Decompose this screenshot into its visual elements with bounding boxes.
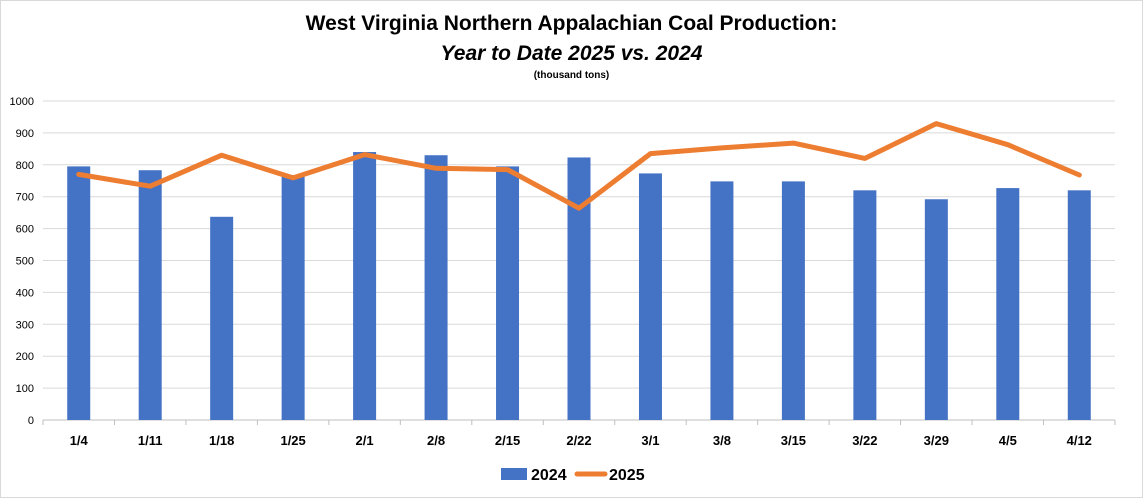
bar-2024-3/15	[781, 181, 805, 420]
x-tick-label: 1/18	[209, 433, 234, 448]
x-tick-label: 2/8	[427, 433, 445, 448]
x-tick-label: 3/15	[781, 433, 806, 448]
bar-2024-3/8	[710, 181, 734, 420]
y-tick-label: 900	[16, 128, 34, 140]
bar-2024-4/5	[996, 188, 1020, 420]
x-tick-label: 2/1	[356, 433, 374, 448]
x-tick-label: 4/12	[1067, 433, 1092, 448]
y-tick-label: 400	[16, 287, 34, 299]
legend-label-2025: 2025	[609, 467, 645, 484]
bar-2024-1/11	[138, 170, 162, 420]
y-tick-label: 200	[16, 351, 34, 363]
bar-2024-3/29	[924, 199, 948, 420]
y-tick-label: 700	[16, 192, 34, 204]
legend-label-2024: 2024	[531, 467, 567, 484]
x-tick-label: 1/4	[70, 433, 89, 448]
x-tick-label: 3/29	[924, 433, 949, 448]
x-tick-label: 1/11	[138, 433, 163, 448]
legend-swatch-2024	[501, 468, 527, 480]
bar-2024-2/22	[567, 157, 591, 420]
bar-2024-4/12	[1067, 190, 1091, 420]
bar-2024-1/25	[281, 175, 305, 420]
bar-2024-1/4	[67, 166, 91, 420]
bar-2024-1/18	[210, 216, 234, 420]
x-tick-label: 2/22	[566, 433, 591, 448]
y-tick-label: 300	[16, 319, 34, 331]
bar-2024-3/22	[853, 190, 877, 420]
y-tick-label: 600	[16, 224, 34, 236]
y-tick-label: 0	[28, 415, 34, 427]
x-tick-label: 4/5	[999, 433, 1017, 448]
y-tick-label: 500	[16, 256, 34, 268]
bar-2024-2/8	[424, 155, 448, 421]
y-tick-label: 100	[16, 383, 34, 395]
chart-units-note: (thousand tons)	[533, 70, 610, 81]
bar-2024-2/1	[353, 152, 377, 421]
y-tick-label: 800	[16, 160, 34, 172]
x-tick-label: 3/1	[641, 433, 659, 448]
x-tick-label: 2/15	[495, 433, 520, 448]
bar-2024-2/15	[496, 166, 520, 420]
x-tick-label: 3/8	[713, 433, 731, 448]
x-tick-label: 1/25	[280, 433, 305, 448]
bar-2024-3/1	[638, 173, 662, 420]
y-tick-label: 1000	[10, 96, 34, 108]
chart-subtitle: Year to Date 2025 vs. 2024	[440, 42, 703, 65]
x-tick-label: 3/22	[852, 433, 877, 448]
chart-title: West Virginia Northern Appalachian Coal …	[305, 12, 838, 35]
